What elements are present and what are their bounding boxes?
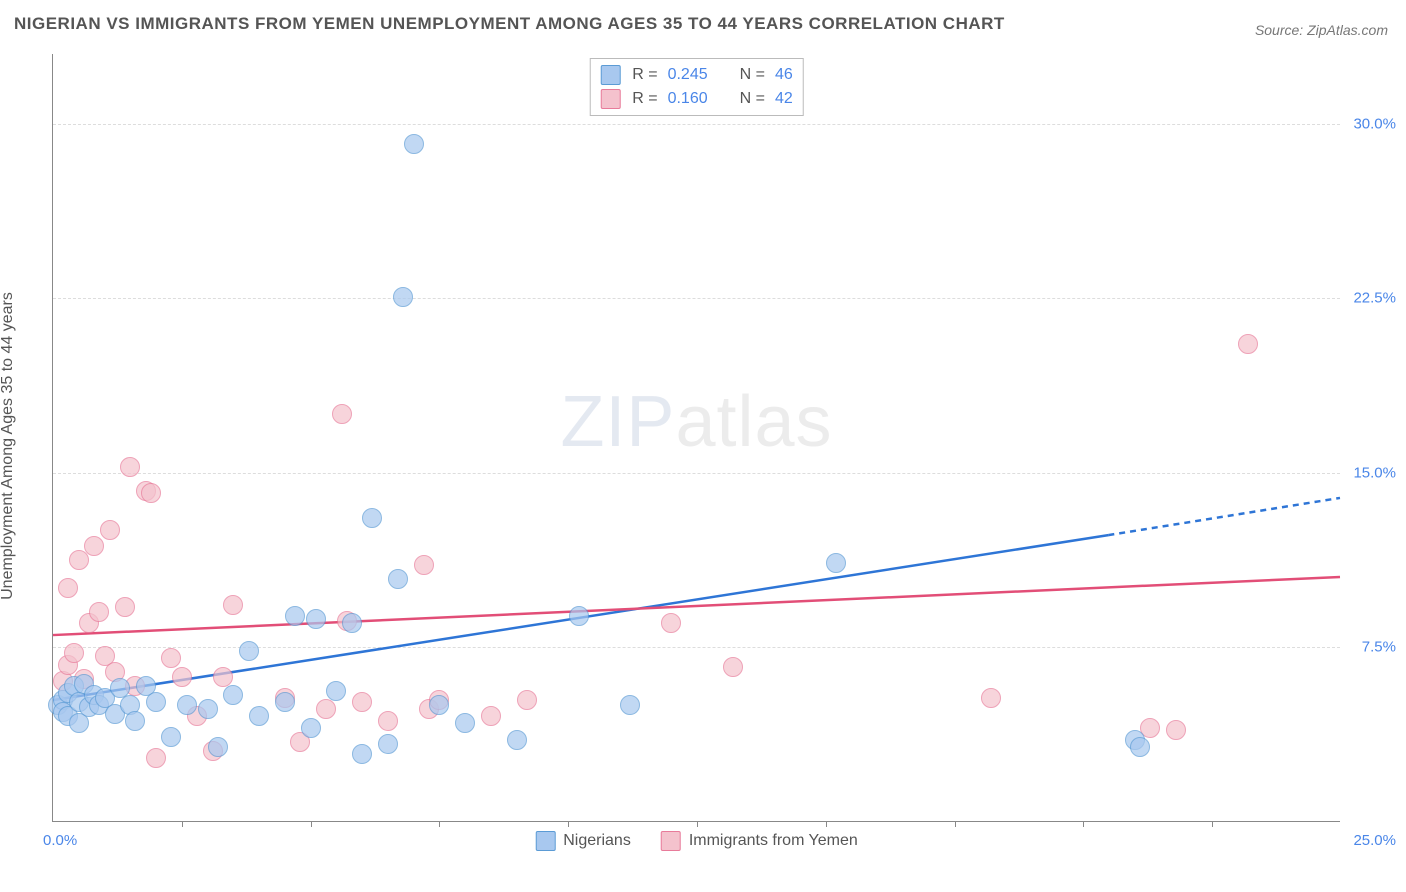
data-point-a <box>208 737 228 757</box>
data-point-a <box>326 681 346 701</box>
x-tick <box>311 821 312 827</box>
stats-row-b: R = 0.160 N = 42 <box>600 87 793 111</box>
data-point-a <box>507 730 527 750</box>
y-axis-label: Unemployment Among Ages 35 to 44 years <box>0 292 17 600</box>
data-point-a <box>352 744 372 764</box>
n-label: N = <box>740 90 765 108</box>
r-value-a: 0.245 <box>668 66 708 84</box>
x-tick <box>182 821 183 827</box>
swatch-b <box>661 831 681 851</box>
data-point-b <box>981 688 1001 708</box>
x-tick <box>697 821 698 827</box>
n-value-a: 46 <box>775 66 793 84</box>
stats-legend: R = 0.245 N = 46 R = 0.160 N = 42 <box>589 58 804 116</box>
data-point-b <box>332 404 352 424</box>
x-tick <box>826 821 827 827</box>
data-point-b <box>661 613 681 633</box>
y-tick-label: 15.0% <box>1353 464 1396 481</box>
data-point-b <box>84 536 104 556</box>
data-point-a <box>125 711 145 731</box>
data-point-a <box>249 706 269 726</box>
data-point-b <box>378 711 398 731</box>
trend-lines <box>53 54 1340 821</box>
data-point-a <box>362 508 382 528</box>
trend-line <box>1108 498 1340 535</box>
data-point-b <box>64 643 84 663</box>
data-point-b <box>100 520 120 540</box>
series-legend: Nigerians Immigrants from Yemen <box>535 831 858 851</box>
x-axis-min: 0.0% <box>43 832 77 849</box>
data-point-a <box>404 134 424 154</box>
r-label: R = <box>632 66 657 84</box>
data-point-b <box>89 602 109 622</box>
data-point-b <box>352 692 372 712</box>
x-tick <box>568 821 569 827</box>
stats-row-a: R = 0.245 N = 46 <box>600 63 793 87</box>
data-point-b <box>223 595 243 615</box>
data-point-a <box>306 609 326 629</box>
data-point-a <box>620 695 640 715</box>
x-tick <box>439 821 440 827</box>
data-point-a <box>223 685 243 705</box>
plot-area: ZIPatlas 7.5%15.0%22.5%30.0% R = 0.245 N… <box>52 54 1340 822</box>
data-point-b <box>1238 334 1258 354</box>
data-point-a <box>275 692 295 712</box>
data-point-a <box>161 727 181 747</box>
data-point-b <box>141 483 161 503</box>
swatch-b <box>600 89 620 109</box>
data-point-b <box>120 457 140 477</box>
data-point-b <box>213 667 233 687</box>
data-point-a <box>146 692 166 712</box>
legend-item-b: Immigrants from Yemen <box>661 831 858 851</box>
x-tick <box>955 821 956 827</box>
swatch-a <box>535 831 555 851</box>
x-tick <box>1083 821 1084 827</box>
data-point-a <box>455 713 475 733</box>
n-label: N = <box>740 66 765 84</box>
x-tick <box>1212 821 1213 827</box>
data-point-b <box>414 555 434 575</box>
data-point-a <box>388 569 408 589</box>
r-value-b: 0.160 <box>668 90 708 108</box>
data-point-a <box>239 641 259 661</box>
series-b-name: Immigrants from Yemen <box>689 832 858 850</box>
data-point-b <box>115 597 135 617</box>
data-point-b <box>58 578 78 598</box>
trend-line <box>53 577 1340 635</box>
data-point-a <box>826 553 846 573</box>
y-tick-label: 7.5% <box>1362 639 1396 656</box>
legend-item-a: Nigerians <box>535 831 631 851</box>
data-point-a <box>301 718 321 738</box>
data-point-a <box>342 613 362 633</box>
x-axis-max: 25.0% <box>1353 832 1396 849</box>
data-point-a <box>393 287 413 307</box>
data-point-b <box>723 657 743 677</box>
data-point-a <box>198 699 218 719</box>
data-point-b <box>1166 720 1186 740</box>
data-point-a <box>177 695 197 715</box>
data-point-b <box>161 648 181 668</box>
data-point-b <box>517 690 537 710</box>
data-point-a <box>1130 737 1150 757</box>
chart-title: NIGERIAN VS IMMIGRANTS FROM YEMEN UNEMPL… <box>14 14 1005 34</box>
data-point-b <box>481 706 501 726</box>
data-point-a <box>569 606 589 626</box>
source-label: Source: ZipAtlas.com <box>1255 22 1388 38</box>
n-value-b: 42 <box>775 90 793 108</box>
data-point-b <box>172 667 192 687</box>
data-point-b <box>69 550 89 570</box>
data-point-b <box>146 748 166 768</box>
r-label: R = <box>632 90 657 108</box>
data-point-a <box>378 734 398 754</box>
y-tick-label: 30.0% <box>1353 115 1396 132</box>
data-point-a <box>429 695 449 715</box>
data-point-a <box>285 606 305 626</box>
data-point-b <box>316 699 336 719</box>
y-tick-label: 22.5% <box>1353 290 1396 307</box>
series-a-name: Nigerians <box>563 832 631 850</box>
swatch-a <box>600 65 620 85</box>
